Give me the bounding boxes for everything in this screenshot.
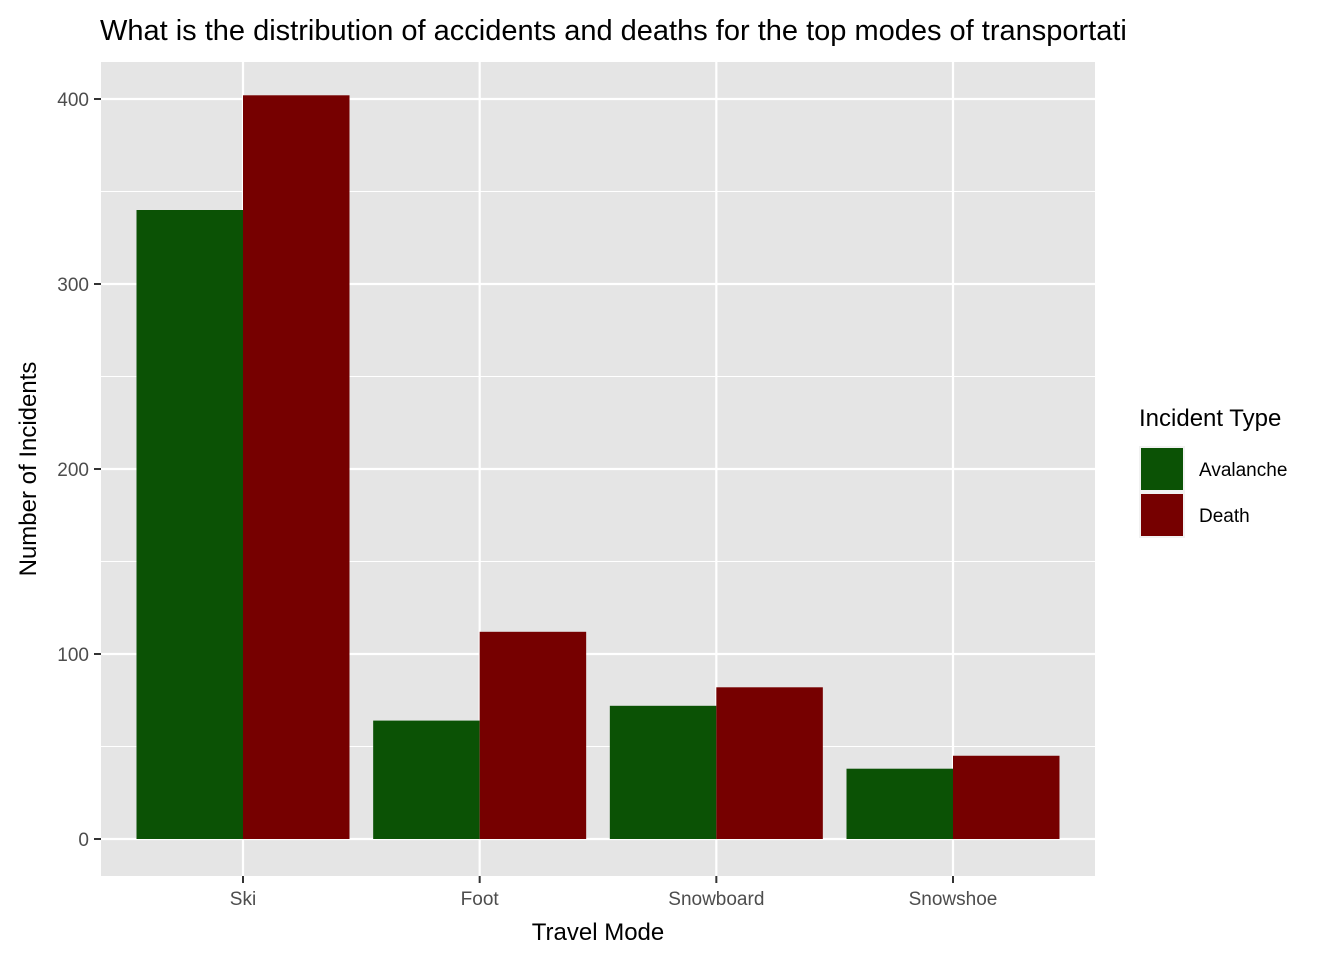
bar-avalanche-foot xyxy=(373,720,480,839)
bar-death-ski xyxy=(243,95,350,840)
y-axis: 0 100 200 300 400 xyxy=(57,90,101,851)
bar-avalanche-snowboard xyxy=(609,705,717,839)
bar-avalanche-snowshoe xyxy=(846,768,953,839)
bar-avalanche-ski xyxy=(136,210,243,839)
legend-title: Incident Type xyxy=(1139,405,1281,432)
x-axis: Ski Foot Snowboard Snowshoe xyxy=(230,876,998,910)
x-tick-label: Snowshoe xyxy=(909,889,998,910)
bar-death-foot xyxy=(479,631,587,839)
legend-label-death: Death xyxy=(1199,506,1250,527)
y-tick-label: 200 xyxy=(57,460,89,481)
x-tick-label: Foot xyxy=(461,889,500,910)
bar-death-snowshoe xyxy=(953,755,1060,839)
y-tick-label: 300 xyxy=(57,275,89,296)
y-tick-label: 400 xyxy=(57,90,89,111)
chart-title: What is the distribution of accidents an… xyxy=(100,15,1127,47)
x-tick-label: Ski xyxy=(230,889,256,910)
legend-swatch-avalanche xyxy=(1141,448,1183,490)
x-axis-title: Travel Mode xyxy=(532,919,665,946)
y-axis-title: Number of Incidents xyxy=(15,362,42,577)
y-tick-label: 100 xyxy=(57,645,89,666)
x-tick-label: Snowboard xyxy=(668,889,764,910)
legend-label-avalanche: Avalanche xyxy=(1199,460,1287,481)
bar-death-snowboard xyxy=(716,687,823,839)
bars xyxy=(136,95,1060,840)
y-tick-label: 0 xyxy=(78,830,89,851)
legend-swatch-death xyxy=(1141,494,1183,536)
legend: Incident Type Avalanche Death xyxy=(1139,405,1287,538)
